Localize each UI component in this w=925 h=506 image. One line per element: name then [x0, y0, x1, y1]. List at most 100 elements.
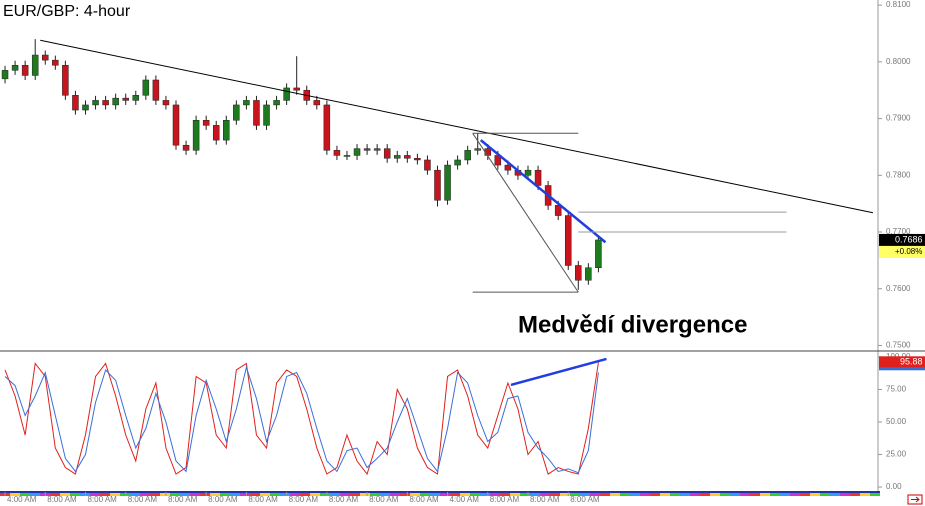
session-strip	[610, 493, 620, 496]
session-strip	[460, 493, 470, 496]
candle-body	[162, 100, 170, 106]
session-strip	[380, 493, 390, 496]
session-strip	[680, 493, 690, 496]
candle-body	[11, 64, 19, 71]
session-strip	[360, 493, 370, 496]
session-strip	[270, 493, 280, 496]
session-strip	[290, 493, 300, 496]
session-strip	[140, 493, 150, 496]
session-strip	[320, 493, 330, 496]
session-strip	[650, 493, 660, 496]
price-tag-label: 0.7686	[895, 234, 923, 244]
session-strip	[150, 493, 160, 496]
y-tick-label: 0.7600	[886, 284, 911, 293]
candle-body	[474, 148, 481, 151]
x-tick-label: 4:00 AM	[7, 495, 37, 504]
x-tick-label: 8:00 AM	[570, 495, 600, 504]
x-tick-label: 4:00 AM	[450, 495, 480, 504]
candle-body	[243, 100, 250, 106]
chart-title: EUR/GBP: 4-hour	[3, 3, 131, 20]
candle-body	[595, 239, 602, 268]
session-strip	[720, 493, 730, 496]
session-strip	[200, 493, 210, 496]
candle-body	[323, 104, 331, 151]
candle-body	[313, 100, 321, 106]
session-strip	[130, 493, 140, 496]
y-tick-label: 0.7700	[886, 227, 911, 236]
session-strip	[760, 493, 770, 496]
candle-body	[504, 164, 512, 171]
y-tick-label: 0.8000	[886, 57, 911, 66]
change-tag	[879, 245, 925, 258]
change-tag-label: +0.08%	[895, 247, 922, 256]
y-tick-label: 0.7800	[886, 170, 911, 179]
y-tick-label: 0.7900	[886, 114, 911, 123]
candle-body	[414, 158, 421, 161]
x-tick-label: 8:00 AM	[289, 495, 319, 504]
candle-body	[192, 120, 200, 151]
x-tick-label: 8:00 AM	[369, 495, 399, 504]
candle-body	[554, 205, 562, 216]
x-tick-label: 8:00 AM	[168, 495, 198, 504]
candle-body	[363, 148, 371, 151]
session-strip	[700, 493, 710, 496]
session-strip	[840, 493, 850, 496]
session-strip	[750, 493, 760, 496]
x-tick-label: 8:00 AM	[329, 495, 359, 504]
session-strip	[820, 493, 830, 496]
session-strip	[420, 493, 430, 496]
trend-line	[40, 39, 874, 214]
session-strip	[570, 493, 580, 496]
price-tag	[879, 233, 925, 246]
session-strip	[60, 493, 70, 496]
session-strip	[690, 493, 700, 496]
candle-body	[223, 120, 230, 141]
divergence-line	[510, 357, 607, 387]
candle-body	[112, 97, 119, 106]
candle-body	[212, 125, 220, 141]
candle-body	[92, 100, 99, 106]
session-strip	[620, 493, 630, 496]
session-strip	[230, 493, 240, 496]
session-strip	[530, 493, 540, 496]
session-strip	[740, 493, 750, 496]
annotation: Medvědí divergence	[518, 311, 747, 338]
x-tick-label: 8:00 AM	[208, 495, 238, 504]
session-strip	[450, 493, 460, 496]
session-strip	[590, 493, 600, 496]
candle-body	[293, 87, 300, 91]
session-strip	[480, 493, 490, 496]
x-tick-label: 8:00 AM	[409, 495, 439, 504]
session-strip	[310, 493, 320, 496]
candle-body	[564, 215, 572, 266]
candle-body	[524, 169, 532, 176]
session-strip	[240, 493, 250, 496]
oscillator-line	[4, 362, 599, 476]
candle-body	[273, 100, 280, 106]
session-strip	[770, 493, 780, 496]
session-strip	[790, 493, 800, 496]
session-strip	[100, 493, 110, 496]
session-strip	[390, 493, 400, 496]
candle-body	[102, 100, 109, 106]
session-strip	[550, 493, 560, 496]
session-strip	[780, 493, 790, 496]
trend-line	[479, 139, 607, 244]
session-strip	[800, 493, 810, 496]
candle-body	[263, 104, 270, 126]
candle-body	[182, 144, 190, 151]
session-strip	[220, 493, 230, 496]
session-strip	[440, 493, 450, 496]
session-strip	[580, 493, 590, 496]
candle-body	[52, 59, 59, 66]
candle-body	[373, 148, 381, 151]
candle-body	[434, 169, 441, 201]
osc-y-tick-label: 0.00	[886, 482, 902, 491]
candle-body	[404, 155, 411, 159]
candle-body	[62, 64, 69, 96]
session-strip	[600, 493, 610, 496]
candle-body	[21, 64, 29, 76]
session-strip	[520, 493, 530, 496]
